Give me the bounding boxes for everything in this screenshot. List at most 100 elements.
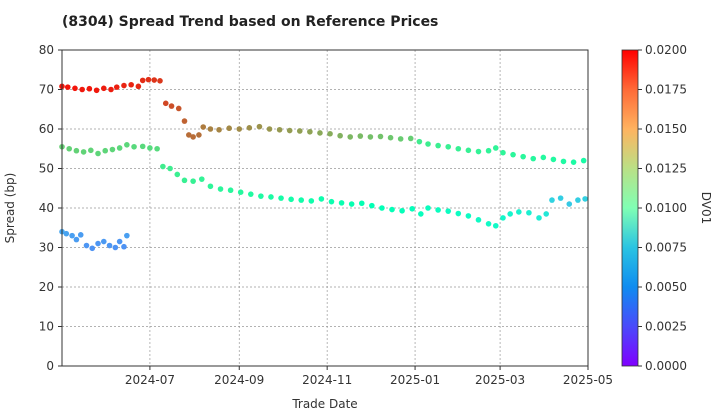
data-point bbox=[73, 147, 80, 154]
data-point bbox=[135, 83, 142, 90]
x-tick-label: 2025-03 bbox=[475, 373, 525, 387]
chart-title: (8304) Spread Trend based on Reference P… bbox=[62, 14, 438, 30]
data-point bbox=[276, 126, 283, 133]
data-point bbox=[492, 145, 499, 151]
x-tick-label: 2024-11 bbox=[302, 373, 352, 387]
data-point bbox=[485, 147, 492, 154]
data-point bbox=[93, 87, 100, 94]
data-point bbox=[397, 136, 404, 142]
data-point bbox=[121, 82, 127, 89]
data-point bbox=[560, 158, 567, 165]
data-point bbox=[121, 243, 127, 250]
data-point bbox=[582, 196, 588, 202]
data-point bbox=[407, 135, 414, 142]
data-point bbox=[207, 126, 214, 132]
data-point bbox=[86, 85, 93, 92]
grid-lines bbox=[62, 49, 589, 367]
data-point bbox=[520, 153, 526, 160]
data-point bbox=[154, 145, 160, 152]
data-point bbox=[157, 78, 163, 84]
data-point bbox=[102, 147, 109, 154]
data-point bbox=[186, 132, 192, 138]
data-point bbox=[116, 145, 123, 151]
y-axis-ticks: 0 10 20 30 40 50 60 70 80 bbox=[39, 43, 62, 373]
colorbar-label: DV01 bbox=[699, 192, 713, 225]
data-point bbox=[536, 215, 542, 221]
data-point bbox=[475, 148, 482, 155]
data-point bbox=[100, 238, 107, 245]
data-point bbox=[256, 123, 263, 130]
x-tick-label: 2025-01 bbox=[390, 373, 440, 387]
data-point bbox=[145, 76, 152, 83]
data-point bbox=[167, 165, 173, 172]
data-point bbox=[550, 156, 557, 163]
data-point bbox=[124, 142, 130, 148]
data-point bbox=[160, 163, 166, 170]
data-point bbox=[258, 193, 264, 199]
data-point bbox=[108, 86, 114, 93]
data-point bbox=[77, 232, 84, 238]
data-point bbox=[435, 142, 441, 149]
data-point bbox=[196, 132, 202, 138]
data-point bbox=[64, 84, 71, 90]
data-point bbox=[435, 207, 441, 213]
data-point bbox=[109, 146, 116, 153]
data-point bbox=[308, 198, 315, 204]
data-point bbox=[500, 215, 506, 221]
colorbar-tick-label: 0.0100 bbox=[645, 201, 687, 215]
data-point bbox=[465, 213, 472, 219]
data-point bbox=[526, 209, 532, 216]
data-point bbox=[347, 134, 354, 140]
colorbar-tick-label: 0.0150 bbox=[645, 122, 687, 136]
data-point bbox=[66, 145, 73, 152]
y-tick-label: 20 bbox=[39, 280, 54, 294]
data-point bbox=[307, 128, 313, 135]
data-point bbox=[416, 138, 423, 145]
data-point bbox=[100, 85, 107, 92]
data-point bbox=[445, 208, 452, 214]
data-point bbox=[566, 201, 573, 207]
data-point bbox=[73, 236, 80, 243]
data-point bbox=[337, 132, 343, 139]
data-point bbox=[181, 118, 188, 124]
colorbar-tick-label: 0.0075 bbox=[645, 241, 687, 255]
data-point bbox=[95, 240, 101, 247]
data-point bbox=[418, 211, 424, 217]
data-point bbox=[79, 86, 85, 93]
data-point bbox=[369, 202, 375, 209]
y-tick-label: 40 bbox=[39, 201, 54, 215]
data-point bbox=[237, 189, 244, 195]
data-point bbox=[399, 207, 405, 214]
data-point bbox=[88, 147, 94, 154]
data-point bbox=[492, 222, 499, 229]
data-points bbox=[59, 76, 588, 252]
data-point bbox=[200, 124, 207, 130]
data-point bbox=[80, 149, 87, 155]
colorbar-tick-label: 0.0175 bbox=[645, 83, 687, 97]
data-point bbox=[246, 125, 253, 131]
data-point bbox=[69, 232, 75, 239]
data-point bbox=[247, 191, 254, 197]
data-point bbox=[530, 155, 537, 162]
data-point bbox=[226, 125, 232, 132]
data-point bbox=[190, 178, 196, 184]
data-point bbox=[288, 196, 294, 203]
data-point bbox=[175, 105, 182, 112]
data-point bbox=[387, 134, 394, 141]
data-point bbox=[296, 128, 303, 134]
data-point bbox=[425, 141, 431, 147]
data-point bbox=[510, 151, 516, 158]
y-axis-label: Spread (bp) bbox=[3, 173, 17, 244]
data-point bbox=[500, 149, 506, 156]
data-point bbox=[147, 145, 153, 151]
data-point bbox=[236, 126, 243, 132]
data-point bbox=[575, 197, 581, 203]
x-tick-label: 2025-05 bbox=[563, 373, 613, 387]
x-axis-label: Trade Date bbox=[291, 397, 357, 411]
data-point bbox=[338, 200, 345, 206]
data-point bbox=[151, 77, 158, 83]
data-point bbox=[139, 77, 146, 84]
y-tick-label: 30 bbox=[39, 241, 54, 255]
data-point bbox=[95, 150, 101, 157]
colorbar-tick-label: 0.0025 bbox=[645, 320, 687, 334]
